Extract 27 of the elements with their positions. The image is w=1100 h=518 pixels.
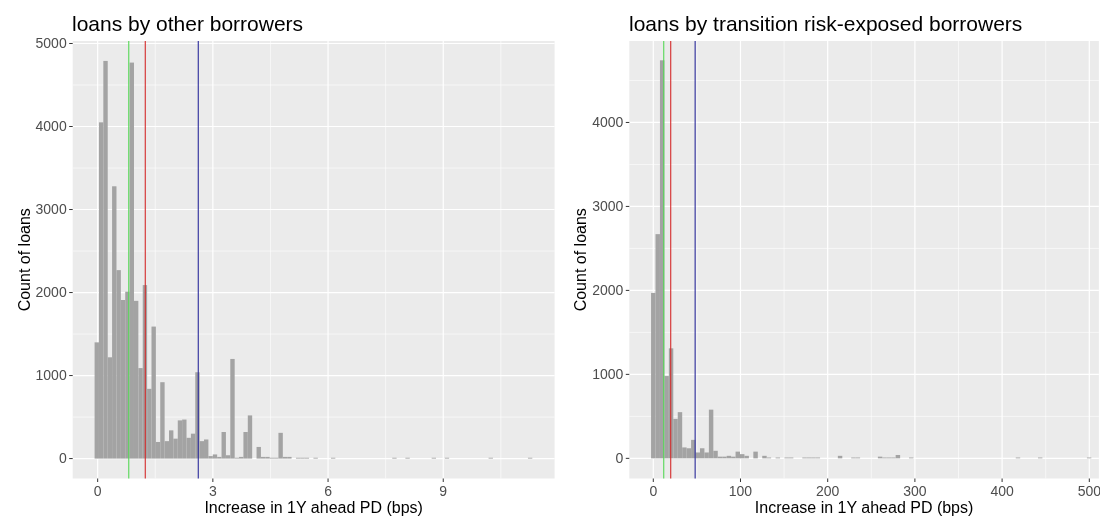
x-axis-title: Increase in 1Y ahead PD (bps) [204, 499, 423, 516]
x-tick-label: 0 [93, 482, 102, 499]
x-tick-label: 3 [208, 482, 217, 499]
x-tick-label: 100 [728, 482, 753, 499]
x-tick-label: 400 [990, 482, 1014, 499]
y-tick-label: 4000 [35, 118, 67, 135]
y-tick-label: 5000 [35, 35, 67, 52]
y-tick-label: 3000 [592, 198, 624, 215]
y-tick-label: 2000 [592, 282, 624, 299]
chart-title: loans by transition risk-exposed borrowers [629, 12, 1023, 35]
y-tick-label: 3000 [35, 201, 67, 218]
y-tick-label: 2000 [35, 284, 67, 301]
y-tick-label: 1000 [35, 367, 67, 384]
y-tick-label: 1000 [592, 366, 624, 383]
y-axis-title: Count of loans [571, 208, 589, 312]
chart-title: loans by other borrowers [72, 12, 304, 35]
y-tick-label: 4000 [592, 114, 624, 131]
x-tick-label: 0 [649, 482, 658, 499]
y-tick-label: 0 [58, 450, 67, 467]
x-tick-label: 6 [324, 482, 333, 499]
x-tick-label: 300 [903, 482, 927, 499]
y-tick-label: 0 [615, 450, 624, 467]
x-axis-title: Increase in 1Y ahead PD (bps) [754, 499, 974, 516]
x-tick-label: 200 [816, 482, 840, 499]
y-axis-title: Count of loans [15, 208, 33, 312]
x-tick-label: 9 [439, 482, 448, 499]
x-tick-label: 500 [1077, 482, 1100, 499]
